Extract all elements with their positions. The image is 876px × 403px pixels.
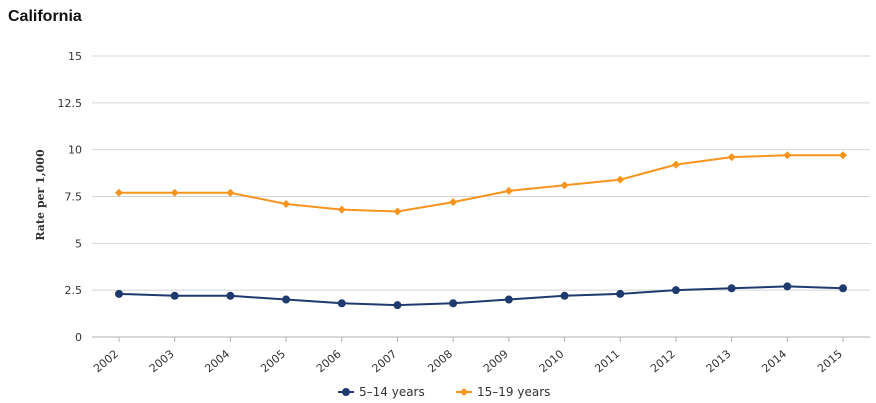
x-tick-label: 2008	[425, 347, 455, 375]
series-line	[119, 154, 843, 213]
series-layer	[115, 151, 847, 310]
legend-marker-icon	[342, 388, 350, 396]
legend: 5–14 years 15–19 years	[338, 385, 550, 399]
data-point[interactable]	[393, 301, 402, 310]
data-point[interactable]	[504, 186, 513, 195]
data-point[interactable]	[393, 207, 402, 216]
series-0	[115, 282, 847, 310]
data-point[interactable]	[560, 181, 569, 190]
data-point[interactable]	[839, 284, 847, 293]
legend-item[interactable]: 15–19 years	[456, 385, 550, 399]
chart-title: California	[8, 8, 82, 25]
data-point[interactable]	[616, 289, 625, 298]
data-point[interactable]	[839, 151, 847, 160]
x-tick-label: 2011	[592, 347, 622, 375]
x-tick-label: 2014	[759, 347, 789, 375]
y-tick-label: 2.5	[65, 284, 83, 297]
data-point[interactable]	[226, 188, 235, 197]
data-point[interactable]	[282, 295, 291, 304]
x-tick-label: 2007	[370, 347, 400, 375]
data-point[interactable]	[671, 160, 680, 169]
x-tick-label: 2015	[815, 347, 845, 375]
data-point[interactable]	[504, 295, 513, 304]
x-tick-label: 2013	[704, 347, 734, 375]
data-point[interactable]	[727, 284, 736, 293]
x-tick-label: 2010	[537, 347, 567, 375]
series-line	[118, 285, 844, 307]
y-tick-label: 5	[75, 237, 82, 250]
data-point[interactable]	[170, 188, 179, 197]
y-tick-label: 10	[68, 144, 82, 157]
data-point[interactable]	[282, 199, 291, 208]
legend-marker-icon	[460, 388, 468, 396]
y-tick-label: 0	[75, 331, 82, 344]
data-point[interactable]	[560, 291, 569, 300]
data-point[interactable]	[616, 175, 625, 184]
y-axis-ticks: 0 2.5 5 7.5 10 12.5 15	[58, 50, 83, 344]
data-point[interactable]	[671, 286, 680, 295]
data-point[interactable]	[170, 291, 179, 300]
y-tick-label: 7.5	[65, 191, 83, 204]
y-tick-label: 12.5	[58, 97, 83, 110]
x-tick-label: 2012	[648, 347, 678, 375]
legend-label: 15–19 years	[477, 385, 550, 399]
data-point[interactable]	[226, 291, 235, 300]
x-tick-label: 2003	[147, 347, 177, 375]
data-point[interactable]	[783, 282, 792, 291]
x-tick-label: 2005	[258, 347, 288, 375]
data-point[interactable]	[449, 198, 458, 207]
x-tick-label: 2006	[314, 347, 344, 375]
data-point[interactable]	[449, 299, 458, 308]
series-1	[115, 151, 847, 216]
data-point[interactable]	[337, 299, 346, 308]
data-point[interactable]	[783, 151, 792, 160]
legend-label: 5–14 years	[359, 385, 425, 399]
data-point[interactable]	[115, 188, 123, 197]
x-tick-label: 2002	[91, 347, 121, 375]
y-axis-label: Rate per 1,000	[34, 149, 47, 241]
y-tick-label: 15	[68, 50, 82, 63]
x-tick-label: 2004	[203, 347, 233, 375]
x-axis-ticks: 2002 2003 2004 2005 2006 2007 2008 2009 2010 2011…	[91, 337, 845, 375]
data-point[interactable]	[727, 153, 736, 162]
legend-item[interactable]: 5–14 years	[338, 385, 425, 399]
data-point[interactable]	[337, 205, 346, 214]
data-point[interactable]	[115, 289, 123, 298]
x-tick-label: 2009	[481, 347, 511, 375]
